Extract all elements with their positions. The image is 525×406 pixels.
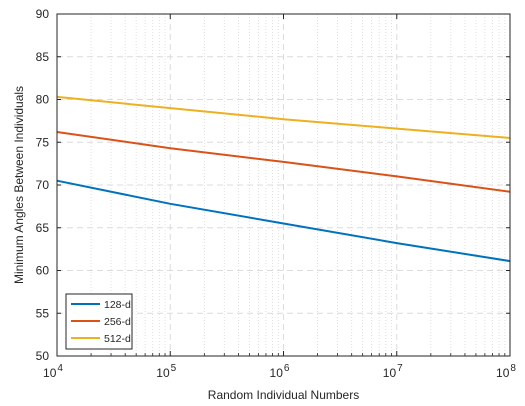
x-axis-label: Random Individual Numbers [208,388,359,402]
series-lines [56,95,511,263]
y-tick-label: 65 [36,221,50,235]
y-tick-label: 60 [36,264,50,278]
y-tick-label: 55 [36,306,50,320]
legend: 128-d 256-d 512-d [65,293,133,350]
y-tick-label: 70 [36,178,50,192]
y-tick-label: 50 [36,349,50,363]
y-axis-label: Minimum Angles Between Individuals [12,86,26,284]
legend-label: 256-d [104,316,131,328]
y-tick-label: 90 [36,7,50,21]
plot-frame [56,13,511,357]
series-line-256-d [56,131,511,193]
legend-label: 128-d [104,299,131,311]
y-tick-label: 85 [36,50,50,64]
series-line-128-d [56,179,511,263]
y-tick-label: 80 [36,93,50,107]
legend-label: 512-d [104,333,131,345]
series-line-512-d [56,95,511,139]
y-tick-label: 75 [36,135,50,149]
